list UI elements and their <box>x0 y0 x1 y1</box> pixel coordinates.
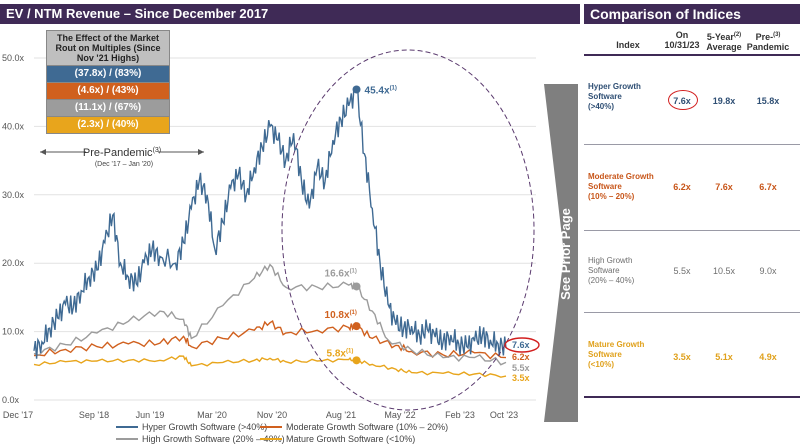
peak-label: 10.8x(1) <box>325 310 357 321</box>
row-hyper-name: Hyper Growth Software (>40%) <box>588 82 641 111</box>
row-moderate-name: Moderate Growth Software (10% – 20%) <box>588 172 654 201</box>
end-value-label: 7.6x <box>512 340 530 350</box>
header-pre-pandemic: Pre-(3) Pandemic <box>746 32 790 52</box>
row-mature-on: 3.5x <box>673 352 691 362</box>
peak-label: 45.4x(1) <box>365 85 397 96</box>
x-tick-label: Mar '20 <box>197 410 227 420</box>
chart-title: EV / NTM Revenue – Since December 2017 <box>6 6 269 21</box>
end-value-label: 6.2x <box>512 352 530 362</box>
x-tick-label: Feb '23 <box>445 410 475 420</box>
pre-pandemic-arrowhead-right <box>198 149 204 155</box>
inset-row-hyper: (37.8x) / (83%) <box>46 66 170 83</box>
series-line <box>33 263 507 366</box>
peak-marker <box>352 85 361 94</box>
market-rout-inset: The Effect of the Market Rout on Multipl… <box>46 30 170 134</box>
legend-hyper: Hyper Growth Software (>40%) <box>116 422 267 432</box>
row-divider <box>584 312 800 313</box>
peak-annotations: 45.4x(1) 16.6x(1) 10.8x(1) 5.8x(1) <box>325 85 397 365</box>
y-tick-label: 30.0x <box>2 190 25 200</box>
highlight-ellipse <box>281 49 535 411</box>
peak-marker <box>352 282 361 291</box>
header-index: Index <box>616 40 640 50</box>
x-tick-label: Oct '23 <box>490 410 518 420</box>
pre-pandemic-arrowhead-left <box>40 149 46 155</box>
row-divider <box>584 144 800 145</box>
header-divider <box>584 54 800 56</box>
x-axis-labels: Dec '17 Sep '18 Jun '19 Mar '20 Nov '20 Aug '… <box>3 410 518 420</box>
end-value-labels: 7.6x 6.2x5.5x3.5x <box>512 340 530 383</box>
row-hyper-pre: 15.8x <box>756 96 780 106</box>
x-tick-label: Nov '20 <box>257 410 287 420</box>
y-tick-label: 50.0x <box>2 53 25 63</box>
legend-swatch <box>116 426 138 428</box>
legend-high: High Growth Software (20% – 40%) <box>116 434 285 444</box>
row-high-avg: 10.5x <box>712 266 736 276</box>
row-divider <box>584 230 800 231</box>
inset-row-high: (11.1x) / (67%) <box>46 100 170 117</box>
row-mature-avg: 5.1x <box>715 352 733 362</box>
row-mature-pre: 4.9x <box>759 352 777 362</box>
row-high-pre: 9.0x <box>759 266 777 276</box>
legend-mature: Mature Growth Software (<10%) <box>260 434 415 444</box>
row-hyper-highlight-circle <box>668 90 698 110</box>
see-prior-page-label: See Prior Page <box>558 208 573 300</box>
y-axis-labels: 0.0x 10.0x 20.0x 30.0x 40.0x 50.0x <box>2 53 25 405</box>
chart-title-banner: EV / NTM Revenue – Since December 2017 <box>0 4 580 24</box>
y-tick-label: 0.0x <box>2 395 20 405</box>
legend-swatch <box>260 426 282 428</box>
header-five-year: 5-Year(2) Average <box>706 32 742 52</box>
peak-marker <box>352 322 361 331</box>
pre-pandemic-range: (Dec '17 – Jan '20) <box>95 161 153 168</box>
bottom-divider <box>584 396 800 398</box>
pre-pandemic-label: Pre-Pandemic(3) <box>83 147 161 159</box>
y-tick-label: 20.0x <box>2 258 25 268</box>
x-tick-label: May '22 <box>384 410 415 420</box>
y-tick-label: 10.0x <box>2 327 25 337</box>
legend-swatch <box>260 438 282 440</box>
series-line <box>33 320 507 360</box>
row-high-on: 5.5x <box>673 266 691 276</box>
x-tick-label: Jun '19 <box>136 410 165 420</box>
x-tick-label: Sep '18 <box>79 410 109 420</box>
header-on-date: On 10/31/23 <box>664 30 700 50</box>
row-moderate-on: 6.2x <box>673 182 691 192</box>
series-line <box>33 355 507 378</box>
y-tick-label: 40.0x <box>2 121 25 131</box>
inset-row-mature: (2.3x) / (40%) <box>46 117 170 134</box>
inset-title: The Effect of the Market Rout on Multipl… <box>46 30 170 66</box>
comparison-title: Comparison of Indices <box>590 6 741 22</box>
pre-pandemic-marker: Pre-Pandemic(3) (Dec '17 – Jan '20) <box>40 147 204 168</box>
row-mature-name: Mature Growth Software (<10%) <box>588 340 645 369</box>
current-value-circle <box>504 337 540 353</box>
series-line <box>33 87 507 359</box>
row-high-name: High Growth Software (20% – 40%) <box>588 256 635 285</box>
legend-moderate: Moderate Growth Software (10% – 20%) <box>260 422 448 432</box>
row-hyper-avg: 19.8x <box>712 96 736 106</box>
comparison-title-banner: Comparison of Indices <box>584 4 800 24</box>
end-value-label: 5.5x <box>512 363 530 373</box>
inset-row-moderate: (4.6x) / (43%) <box>46 83 170 100</box>
peak-label: 5.8x(1) <box>327 348 354 359</box>
row-moderate-avg: 7.6x <box>715 182 733 192</box>
peak-label: 16.6x(1) <box>325 268 357 279</box>
x-tick-label: Aug '21 <box>326 410 356 420</box>
peak-marker <box>352 356 361 365</box>
comparison-panel: Index On 10/31/23 5-Year(2) Average Pre-(… <box>584 24 800 400</box>
see-prior-page-chevron <box>544 84 578 422</box>
end-value-label: 3.5x <box>512 373 530 383</box>
series-lines <box>33 87 507 378</box>
legend-swatch <box>116 438 138 440</box>
x-tick-label: Dec '17 <box>3 410 33 420</box>
row-moderate-pre: 6.7x <box>759 182 777 192</box>
